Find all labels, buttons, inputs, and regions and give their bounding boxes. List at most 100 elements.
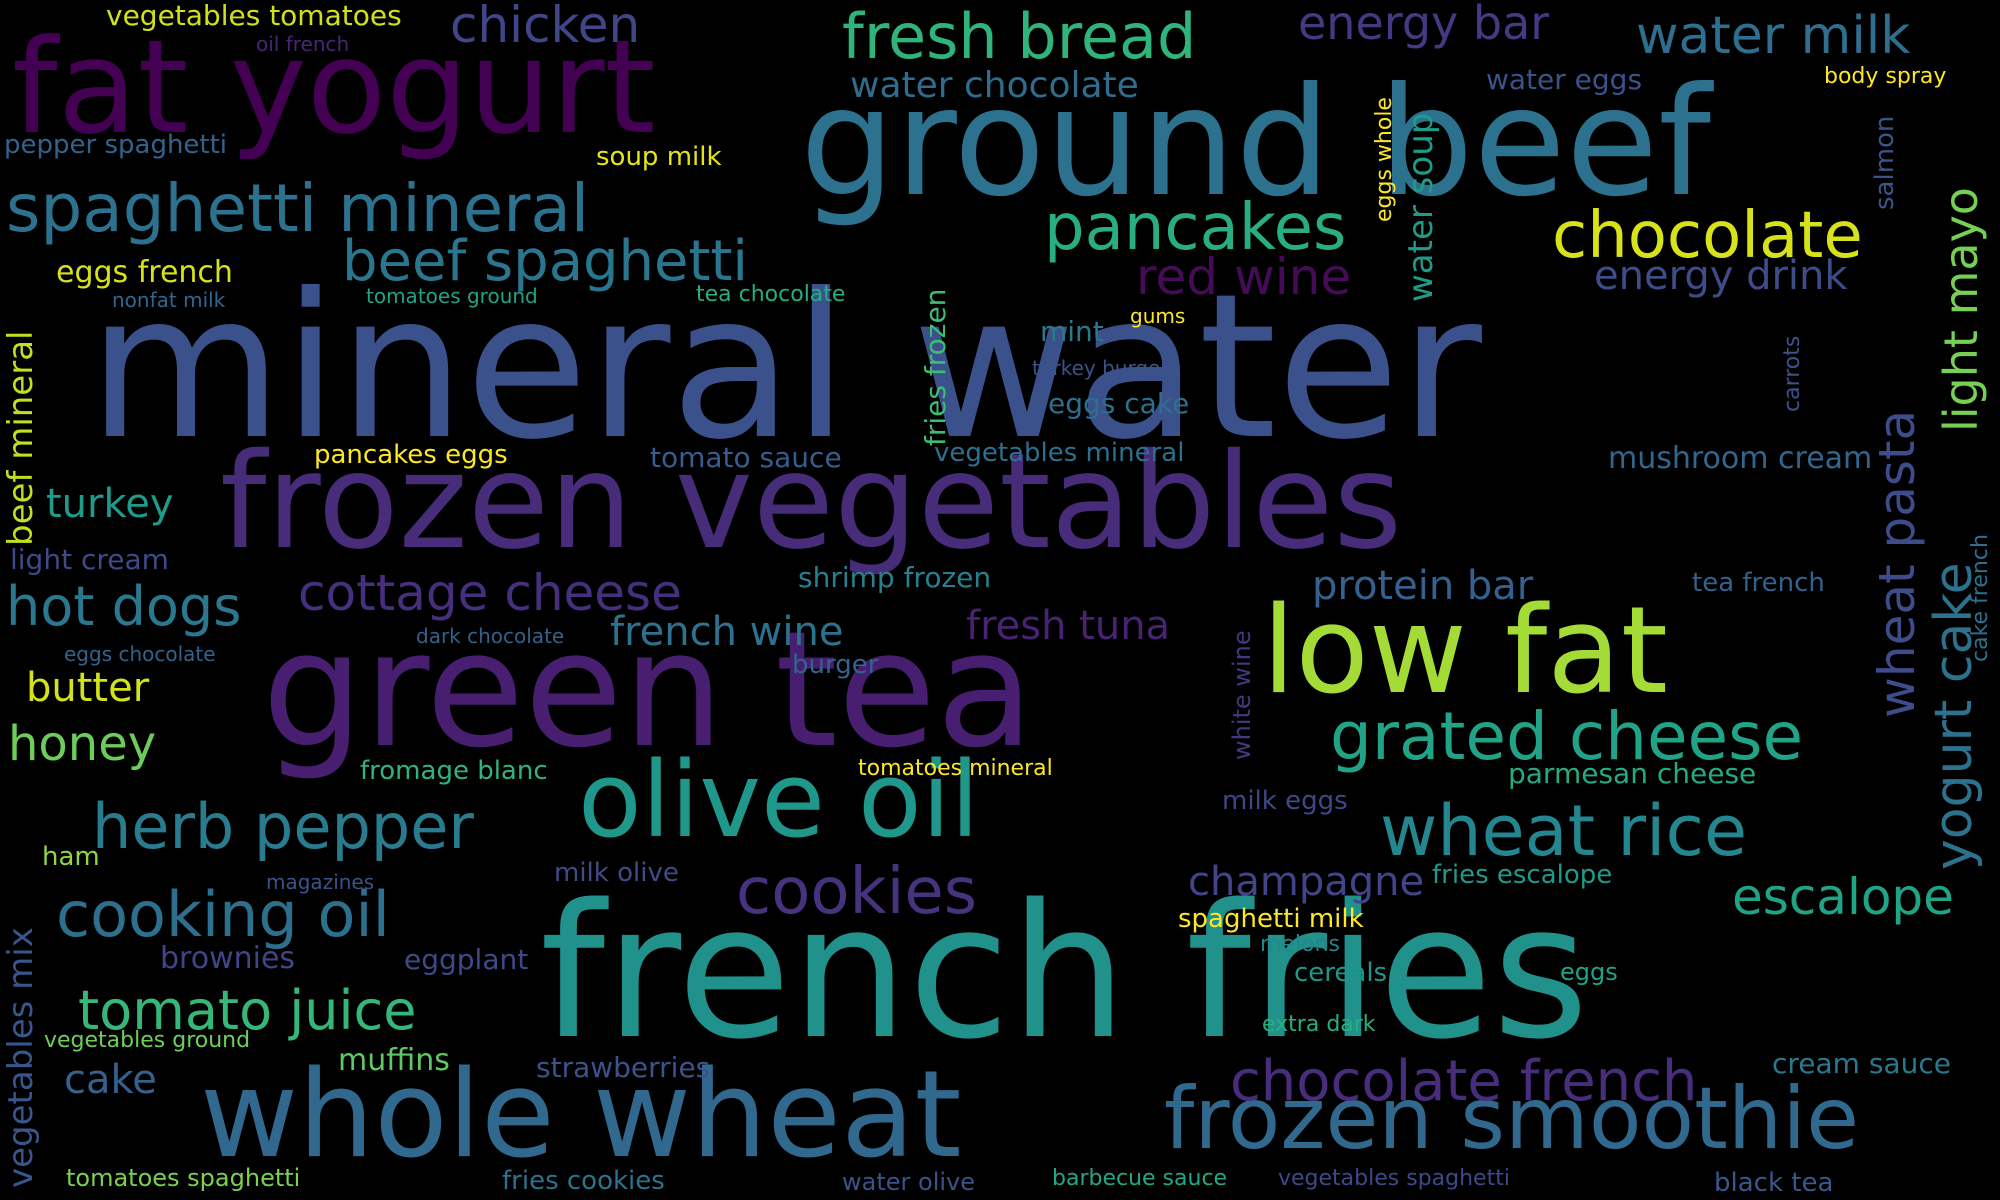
word-eggs-cake: eggs cake	[1048, 387, 1190, 420]
word-barbecue-sauce: barbecue sauce	[1052, 1166, 1228, 1191]
word-mint: mint	[1040, 315, 1104, 348]
word-water-soup: water soup	[1401, 112, 1441, 302]
word-eggs-french: eggs french	[56, 255, 233, 290]
word-vegetables-spaghetti: vegetables spaghetti	[1278, 1166, 1510, 1191]
word-milk-olive: milk olive	[554, 858, 679, 888]
word-spaghetti-milk: spaghetti milk	[1178, 904, 1364, 934]
word-body-spray: body spray	[1824, 64, 1947, 89]
word-eggs-whole: eggs whole	[1372, 97, 1397, 222]
word-fries-escalope: fries escalope	[1432, 860, 1613, 890]
word-protein-bar: protein bar	[1312, 563, 1534, 609]
word-vegetables-mix: vegetables mix	[1, 927, 41, 1188]
word-tomatoes-ground: tomatoes ground	[366, 284, 538, 308]
word-water-olive: water olive	[842, 1168, 975, 1196]
word-tomato-sauce: tomato sauce	[650, 441, 842, 474]
word-vegetables-tomatoes: vegetables tomatoes	[106, 0, 402, 32]
word-low-fat: low fat	[1262, 582, 1668, 721]
word-hot-dogs: hot dogs	[6, 575, 242, 638]
word-french-wine: french wine	[610, 609, 844, 655]
word-gums: gums	[1130, 304, 1186, 328]
word-cereals: cereals	[1294, 958, 1388, 988]
word-grated-cheese: grated cheese	[1330, 698, 1804, 775]
word-water-milk: water milk	[1636, 6, 1911, 66]
word-beef-spaghetti: beef spaghetti	[342, 229, 748, 294]
word-energy-bar: energy bar	[1298, 0, 1550, 50]
word-green-tea: green tea	[262, 596, 1035, 783]
word-whole-wheat: whole wheat	[200, 1046, 962, 1185]
word-white-wine: white wine	[1228, 630, 1256, 760]
word-fresh-bread: fresh bread	[842, 0, 1197, 73]
word-strawberries: strawberries	[536, 1051, 711, 1084]
word-water-eggs: water eggs	[1486, 63, 1643, 96]
word-extra-dark: extra dark	[1262, 1012, 1376, 1037]
word-energy-drink: energy drink	[1594, 253, 1848, 299]
word-shrimp-frozen: shrimp frozen	[798, 561, 992, 594]
word-tea-french: tea french	[1692, 568, 1825, 598]
word-cream-sauce: cream sauce	[1772, 1047, 1951, 1080]
word-parmesan-cheese: parmesan cheese	[1508, 757, 1757, 790]
word-eggplant: eggplant	[404, 943, 529, 976]
word-tomatoes-mineral: tomatoes mineral	[858, 756, 1053, 781]
word-fries-frozen: fries frozen	[919, 288, 952, 446]
word-frozen-vegetables: frozen vegetables	[220, 425, 1403, 579]
word-water-chocolate: water chocolate	[850, 65, 1139, 106]
word-pepper-spaghetti: pepper spaghetti	[4, 130, 228, 160]
word-chocolate: chocolate	[1552, 199, 1863, 273]
word-fromage-blanc: fromage blanc	[360, 756, 548, 786]
word-oil-french: oil french	[256, 32, 350, 56]
word-mushroom-cream: mushroom cream	[1608, 441, 1873, 476]
word-escalope: escalope	[1732, 868, 1954, 926]
word-black-tea: black tea	[1714, 1168, 1834, 1198]
word-cookies: cookies	[736, 855, 978, 929]
word-dark-chocolate: dark chocolate	[416, 624, 565, 648]
word-butter: butter	[26, 665, 150, 711]
word-ground-beef: ground beef	[800, 56, 1711, 230]
word-brownies: brownies	[160, 941, 296, 976]
word-burger: burger	[792, 650, 879, 680]
word-nonfat-milk: nonfat milk	[112, 288, 226, 312]
word-light-mayo: light mayo	[1934, 187, 1988, 432]
word-eggs-chocolate: eggs chocolate	[64, 642, 216, 666]
word-cooking-oil: cooking oil	[56, 878, 390, 951]
word-fries-cookies: fries cookies	[502, 1166, 665, 1196]
word-fresh-tuna: fresh tuna	[966, 603, 1171, 649]
word-soup-milk: soup milk	[596, 142, 722, 172]
word-fat-yogurt: fat yogurt	[12, 11, 656, 163]
word-eggs: eggs	[1560, 958, 1618, 986]
word-mineral-water: mineral water	[88, 251, 1482, 484]
word-muffins: muffins	[338, 1043, 450, 1078]
word-chicken: chicken	[450, 0, 641, 54]
word-carrots: carrots	[1780, 335, 1805, 412]
word-tomato-juice: tomato juice	[78, 979, 417, 1042]
word-melons: melons	[1260, 932, 1340, 957]
word-red-wine: red wine	[1136, 248, 1352, 306]
word-frozen-smoothie: frozen smoothie	[1164, 1069, 1860, 1169]
word-french-fries: french fries	[540, 864, 1589, 1080]
word-cake-french: cake french	[1968, 534, 1993, 662]
word-tea-chocolate: tea chocolate	[696, 282, 846, 307]
word-spaghetti-mineral: spaghetti mineral	[6, 170, 590, 247]
word-pancakes-eggs: pancakes eggs	[314, 440, 508, 470]
word-honey: honey	[8, 716, 157, 772]
word-herb-pepper: herb pepper	[92, 790, 474, 863]
word-cottage-cheese: cottage cheese	[298, 564, 682, 622]
word-wheat-pasta: wheat pasta	[1868, 409, 1926, 718]
word-cake: cake	[64, 1057, 157, 1103]
word-chocolate-french: chocolate french	[1230, 1049, 1698, 1114]
word-milk-eggs: milk eggs	[1222, 786, 1348, 816]
word-ham: ham	[42, 842, 100, 872]
word-turkey: turkey	[46, 481, 174, 527]
word-vegetables-mineral: vegetables mineral	[934, 438, 1185, 468]
word-light-cream: light cream	[10, 543, 169, 576]
word-turkey-burgers: turkey burgers	[1032, 356, 1179, 380]
word-salmon: salmon	[1870, 115, 1900, 210]
word-pancakes: pancakes	[1044, 191, 1347, 265]
word-vegetables-ground: vegetables ground	[44, 1028, 251, 1053]
word-champagne: champagne	[1188, 859, 1425, 905]
word-tomatoes-spaghetti: tomatoes spaghetti	[66, 1164, 301, 1192]
word-magazines: magazines	[266, 870, 375, 894]
word-olive-oil: olive oil	[578, 739, 980, 861]
word-beef-mineral: beef mineral	[1, 330, 41, 547]
word-wheat-rice: wheat rice	[1380, 790, 1748, 872]
